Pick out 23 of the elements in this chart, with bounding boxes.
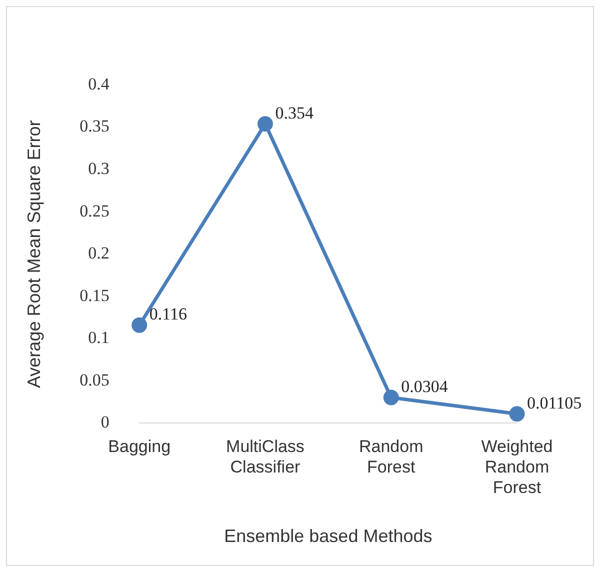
data-label: 0.01105 — [527, 393, 582, 412]
data-label: 0.116 — [149, 304, 187, 324]
x-tick-label: Bagging — [108, 437, 171, 456]
point — [132, 317, 148, 333]
y-tick-label: 0.2 — [88, 244, 110, 263]
y-tick-label: 0.3 — [88, 159, 110, 178]
x-axis-title: Ensemble based Methods — [224, 526, 432, 546]
y-tick-label: 0.4 — [88, 74, 110, 94]
x-tick-label: MultiClass Classifier — [226, 437, 304, 476]
y-tick-label: 0.35 — [80, 116, 110, 136]
y-tick-label: 0.25 — [80, 201, 110, 220]
y-tick-label: 0.05 — [80, 370, 110, 390]
y-tick-label: 0.15 — [80, 286, 110, 305]
y-tick-label: 0.1 — [88, 328, 110, 348]
data-label: 0.354 — [275, 103, 314, 122]
point — [257, 116, 273, 132]
point — [383, 390, 399, 406]
point — [509, 406, 525, 422]
data-label: 0.0304 — [401, 376, 448, 396]
y-axis-title: Average Root Mean Square Error — [24, 120, 44, 388]
y-tick-label: 0 — [100, 412, 110, 432]
x-tick-label: Random Forest — [358, 437, 424, 476]
x-tick-label: Weighted Random Forest — [481, 437, 553, 497]
